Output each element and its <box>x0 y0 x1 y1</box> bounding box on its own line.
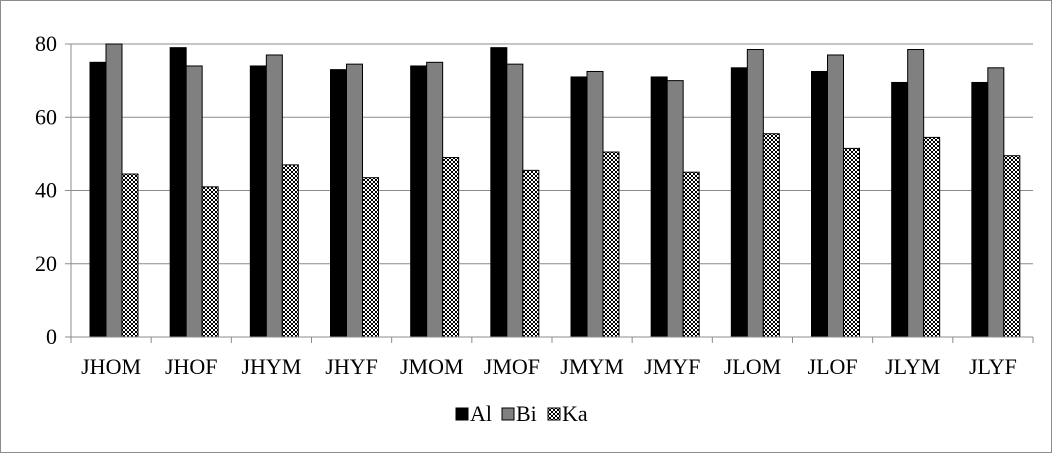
bar-ka <box>682 171 700 338</box>
bar-al <box>570 76 588 338</box>
bar-bi <box>827 54 844 338</box>
x-tick-label: JMOF <box>484 354 540 379</box>
bar-al <box>490 47 508 338</box>
bar-al <box>971 81 989 338</box>
legend-label-al: Al <box>470 401 492 426</box>
bar-bi <box>907 48 925 338</box>
x-tick-label: JHYF <box>325 354 378 379</box>
gridlines <box>71 43 1033 265</box>
bar-al <box>891 81 909 338</box>
bar-ka <box>201 186 219 338</box>
bar-bi <box>426 61 444 338</box>
y-tick-label: 80 <box>35 31 57 56</box>
legend: Al Bi Ka <box>455 401 588 426</box>
bar-ka <box>442 157 460 338</box>
bar-bi <box>185 65 203 338</box>
legend-swatch-al <box>455 407 469 421</box>
bar-ka <box>762 133 780 338</box>
bar-ka <box>843 147 860 338</box>
y-tick-label: 40 <box>35 178 57 203</box>
x-tick-label: JLYM <box>885 354 940 379</box>
bar-al <box>410 65 428 338</box>
x-tick-label: JLOM <box>724 354 781 379</box>
bar-ka <box>602 151 620 338</box>
bar-ka <box>522 169 540 338</box>
x-tick-label: JMYM <box>560 354 624 379</box>
y-tick-label: 0 <box>46 324 57 349</box>
bar-bi <box>346 63 363 338</box>
bars <box>89 43 1021 338</box>
y-tick-label: 60 <box>35 104 57 129</box>
bar-al <box>330 69 347 338</box>
bar-bi <box>666 80 684 338</box>
x-tick-label: JHOM <box>81 354 141 379</box>
x-tick-label: JLYF <box>969 354 1017 379</box>
x-tick-label: JHOF <box>165 354 218 379</box>
bar-al <box>730 67 748 338</box>
bar-ka <box>281 164 299 338</box>
legend-swatch-ka <box>547 407 561 421</box>
axes: 0 20 40 60 80 JHOM JHOF JHYM JHYF JMOM JMOF JMYM JMY… <box>35 31 1034 379</box>
bar-ka <box>923 136 941 338</box>
bar-ka <box>1003 155 1021 338</box>
bar-al <box>169 47 187 338</box>
bar-al <box>249 65 267 338</box>
bar-bi <box>987 67 1005 338</box>
bar-bi <box>586 70 604 338</box>
bar-ka <box>362 177 379 338</box>
bar-bi <box>746 48 764 338</box>
x-tick-label: JMOM <box>400 354 464 379</box>
x-tick-label: JLOF <box>808 354 858 379</box>
legend-label-bi: Bi <box>516 401 537 426</box>
bar-ka <box>121 173 139 338</box>
legend-label-ka: Ka <box>562 401 588 426</box>
x-tick-label: JHYM <box>241 354 301 379</box>
x-tick-label: JMYF <box>644 354 700 379</box>
bar-al <box>89 61 107 338</box>
y-tick-label: 20 <box>35 251 57 276</box>
bar-bi <box>105 43 123 338</box>
bar-al <box>650 76 668 338</box>
bar-bi <box>265 54 283 338</box>
bar-bi <box>506 63 524 338</box>
legend-swatch-bi <box>501 407 515 421</box>
bar-al <box>811 70 828 338</box>
